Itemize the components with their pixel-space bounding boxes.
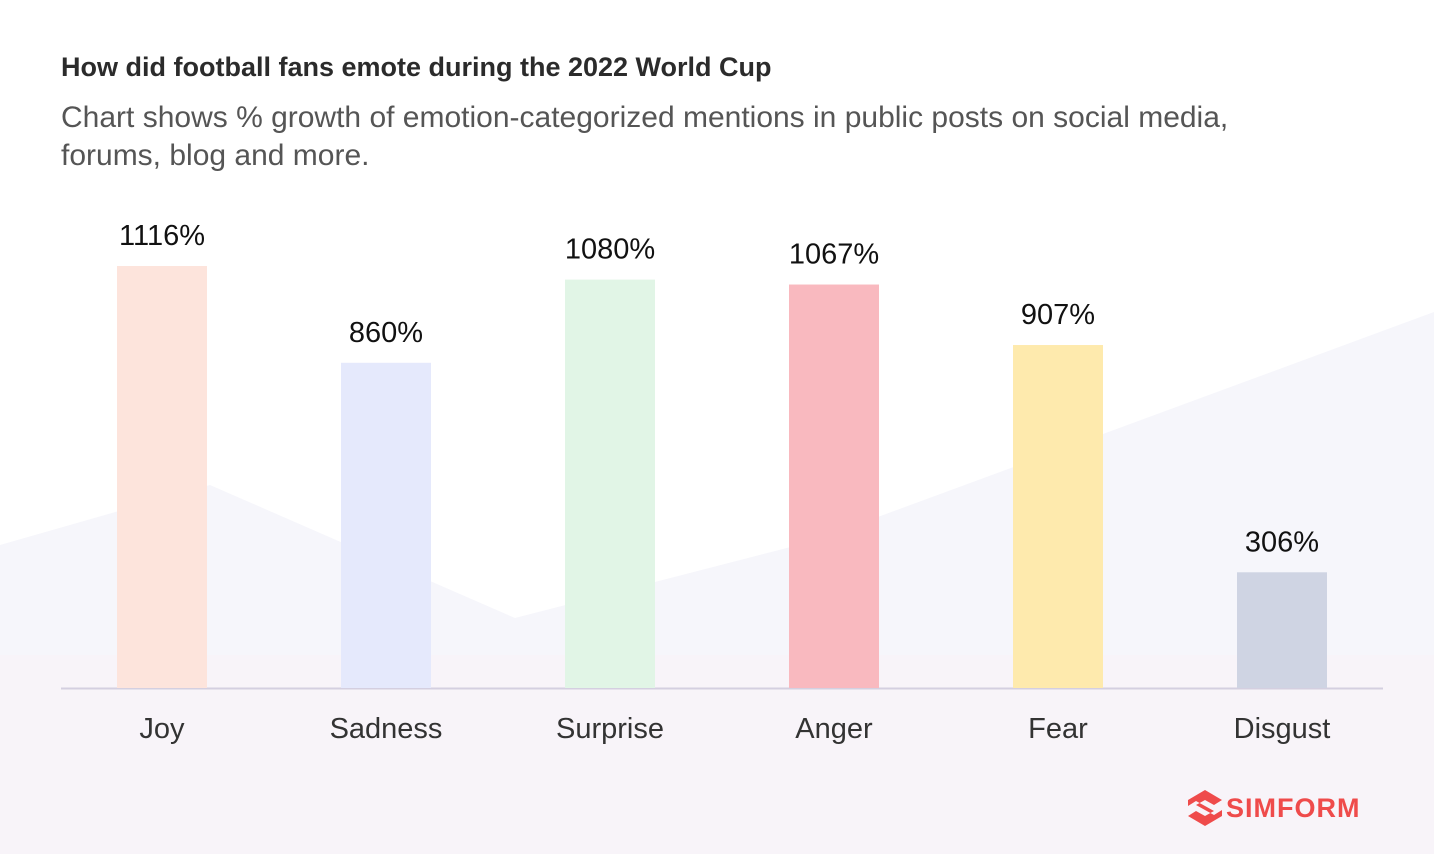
brand-logo: SIMFORM	[1188, 790, 1361, 826]
data-label-surprise: 1080%	[565, 234, 655, 266]
data-label-joy: 1116%	[119, 220, 205, 252]
bar-anger	[789, 284, 879, 688]
category-label-joy: Joy	[139, 713, 185, 745]
bar-joy	[117, 266, 207, 688]
category-label-surprise: Surprise	[556, 713, 664, 745]
category-label-fear: Fear	[1028, 713, 1088, 745]
category-label-sadness: Sadness	[330, 713, 443, 745]
bar-surprise	[565, 279, 655, 688]
data-label-sadness: 860%	[349, 317, 423, 349]
chart-subtitle: Chart shows % growth of emotion-categori…	[61, 101, 1229, 172]
bar-fear	[1013, 345, 1103, 688]
category-label-anger: Anger	[795, 713, 873, 745]
data-label-fear: 907%	[1021, 299, 1095, 331]
data-label-anger: 1067%	[789, 239, 879, 271]
simform-logo-icon	[1188, 790, 1222, 826]
category-label-disgust: Disgust	[1234, 713, 1331, 745]
data-label-disgust: 306%	[1245, 526, 1319, 558]
bar-sadness	[341, 362, 431, 688]
bar-disgust	[1237, 572, 1327, 688]
brand-name: SIMFORM	[1226, 792, 1361, 823]
chart-title: How did football fans emote during the 2…	[61, 52, 772, 82]
